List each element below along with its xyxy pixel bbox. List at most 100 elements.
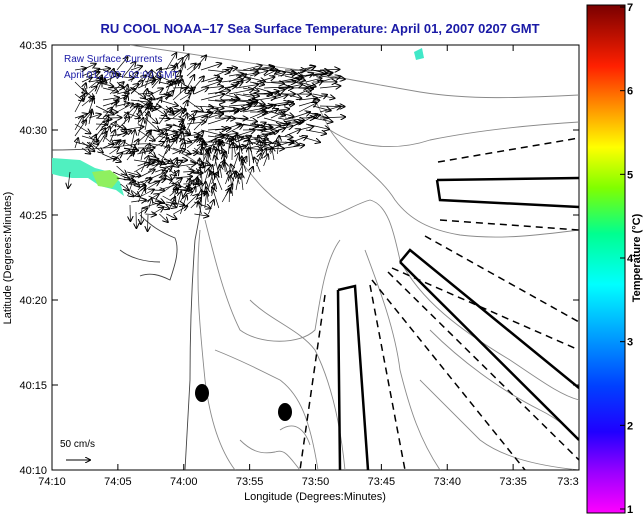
current-vector [183,171,194,172]
current-vector [254,158,261,173]
current-vector [193,88,208,95]
current-vector [165,53,176,71]
current-vector [246,167,253,185]
current-vector [176,192,181,209]
plot-frame [51,44,580,471]
current-vector [137,118,143,137]
current-vector [215,174,223,191]
current-vector [298,114,318,125]
colorbar-tick-label: 4 [627,253,634,265]
current-vector [312,73,333,76]
current-vector [130,72,137,83]
current-vector [89,110,92,125]
current-vector [141,190,154,197]
lane-east [435,176,579,209]
current-vector [198,202,201,215]
current-vector [116,104,133,113]
current-vector [284,84,302,88]
current-vector [173,64,177,77]
current-vector [158,118,170,119]
x-tick-label: 73:45 [368,476,396,488]
current-vector [145,214,155,215]
current-vector [179,101,187,119]
current-vector [172,123,184,130]
current-vector [116,131,131,137]
current-vector [123,62,136,77]
current-vector [186,64,196,71]
current-vector [109,148,119,155]
current-vector [81,147,90,154]
current-vector [180,195,186,215]
current-vector [272,147,274,161]
current-vector [241,174,243,191]
current-vector [74,95,84,113]
current-vector [151,130,167,143]
scale-label: 50 cm/s [60,439,95,450]
current-vector [235,117,257,122]
map-layer: Raw Surface Currents April 01, 2007 02:0… [52,45,579,470]
current-vector [112,153,122,161]
current-vector [81,78,92,83]
lane-separators [299,137,579,470]
current-vector [256,153,262,167]
current-vector [228,138,229,155]
current-vector [137,188,145,203]
current-vector [298,100,319,107]
current-vector [242,130,266,131]
current-vector [116,57,128,71]
current-vector [123,176,134,178]
current-vector [284,145,304,148]
current-vector [208,200,213,215]
current-vector [207,117,230,125]
colorbar-tick-label: 7 [627,2,633,14]
current-vector [152,208,163,215]
current-vector [256,77,274,83]
current-vector [74,68,86,70]
current-vector [298,103,316,113]
current-vector [207,86,223,88]
current-vector [130,130,135,149]
current-vector [235,93,255,98]
current-vector [298,88,313,95]
y-tick-label: 40:35 [19,40,47,52]
current-vector [109,82,124,95]
current-vector [169,197,175,209]
current-vector [242,108,267,113]
current-vector [109,140,120,149]
sst-patch-warm [92,170,120,188]
current-vector [74,120,86,137]
current-vector [130,66,142,70]
current-vector [193,144,202,155]
y-tick-label: 40:15 [19,380,47,392]
current-vector [319,86,340,88]
current-vector [220,165,222,179]
current-vector [305,78,321,83]
lane-southeast [399,248,579,441]
current-vector [263,154,268,167]
inset-line-2: April 01, 2007 02:00 GMT [64,70,179,81]
current-vector [102,74,120,83]
current-vector [95,132,107,149]
current-vector [116,117,130,131]
shipping-lanes [299,137,579,470]
current-vector [319,117,345,118]
current-vector [141,149,144,161]
current-vector [263,87,289,88]
current-vector [263,91,279,94]
current-vector [270,111,285,119]
current-vector [130,106,139,119]
current-vector [207,113,223,119]
x-tick-label: 74:05 [104,476,132,488]
sst-patches [52,48,424,196]
current-vector [81,64,96,71]
figure-title: RU COOL NOAA–17 Sea Surface Temperature:… [100,21,539,36]
current-vector [113,171,129,179]
current-vector [277,73,296,76]
current-vector [200,159,201,179]
colorbar-tick-label: 6 [627,86,633,98]
current-vector [144,112,149,131]
current-vector [172,149,185,155]
y-axis-ticks: 40:35 40:30 40:25 40:20 40:15 40:10 [19,40,579,477]
current-vector [166,213,176,219]
